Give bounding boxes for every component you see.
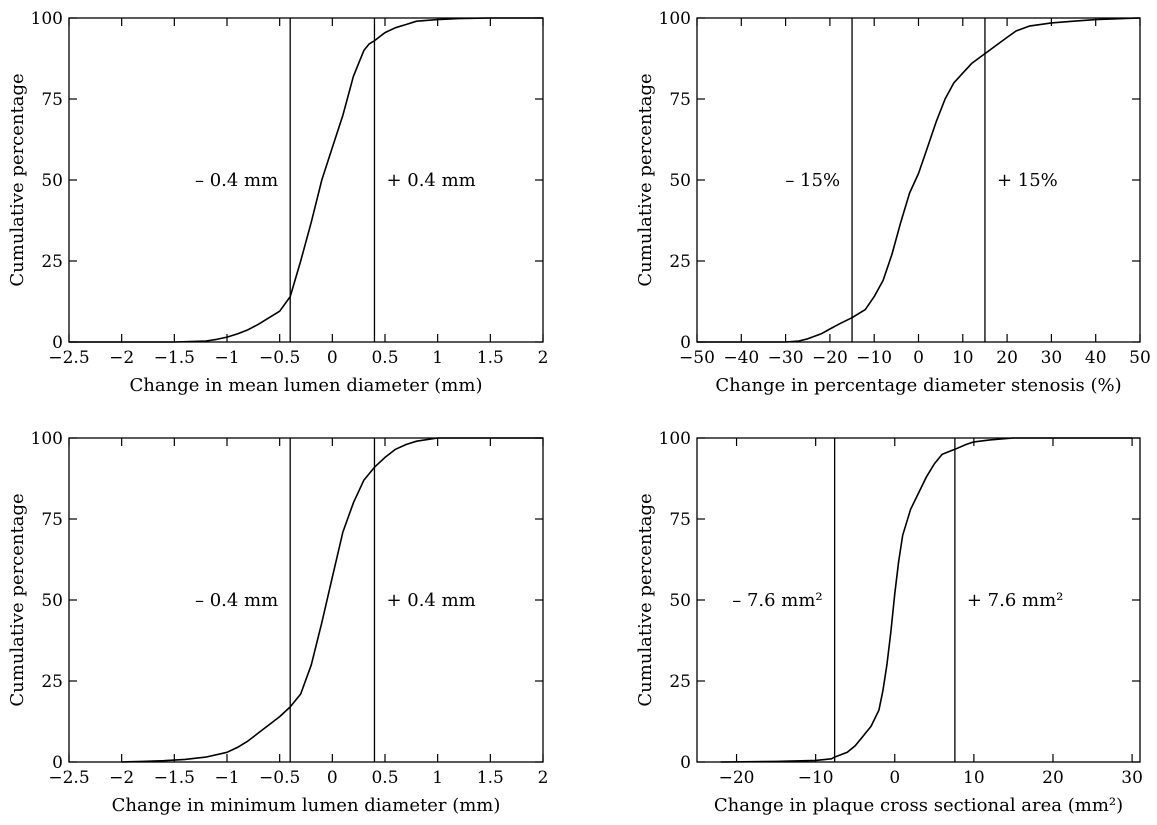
x-tick-label: −0.5 [259, 348, 300, 368]
x-tick-label: 1.5 [477, 348, 504, 368]
reference-line-label: – 15% [785, 170, 840, 191]
y-tick-label: 75 [41, 90, 63, 110]
y-tick-label: 0 [680, 753, 691, 773]
x-tick-label: 10 [963, 768, 985, 788]
x-tick-label: −2 [109, 768, 134, 788]
y-tick-label: 50 [669, 591, 691, 611]
x-tick-label: −0.5 [259, 768, 300, 788]
y-tick-label: 50 [41, 591, 63, 611]
y-axis-label: Cumulative percentage [7, 493, 28, 706]
x-axis-label: Change in plaque cross sectional area (m… [714, 795, 1123, 816]
x-tick-label: 0 [327, 768, 338, 788]
y-tick-label: 0 [680, 333, 691, 353]
x-tick-label: 40 [1085, 348, 1107, 368]
reference-line-label: – 0.4 mm [195, 590, 278, 611]
chart-panel-4: −20 −10 0 10 20 30 0 25 50 75 100 Change in plaque … [635, 429, 1143, 816]
y-tick-label: 25 [669, 672, 691, 692]
y-tick-label: 25 [41, 672, 63, 692]
x-tick-label: −1.5 [154, 768, 195, 788]
y-tick-label: 50 [669, 171, 691, 191]
y-tick-label: 25 [669, 252, 691, 272]
x-tick-label: 30 [1041, 348, 1063, 368]
cumulative-curve [121, 437, 543, 763]
x-tick-label: −40 [723, 348, 759, 368]
x-tick-label: 1 [432, 348, 443, 368]
x-tick-label: −1 [214, 348, 239, 368]
x-tick-label: 0 [889, 768, 900, 788]
x-tick-label: −1 [214, 768, 239, 788]
x-axis-label: Change in mean lumen diameter (mm) [130, 375, 483, 396]
x-tick-label: 20 [996, 348, 1018, 368]
x-tick-label: −50 [679, 348, 715, 368]
y-tick-label: 75 [41, 510, 63, 530]
y-tick-label: 25 [41, 252, 63, 272]
x-tick-label: 1.5 [477, 768, 504, 788]
cumulative-curve [697, 17, 1141, 343]
x-tick-label: −20 [719, 768, 755, 788]
x-tick-label: 0 [327, 348, 338, 368]
x-tick-label: 30 [1121, 768, 1143, 788]
x-axis-label: Change in percentage diameter stenosis (… [715, 375, 1121, 396]
y-tick-label: 100 [659, 429, 691, 449]
y-tick-label: 0 [52, 333, 63, 353]
reference-line-label: + 15% [997, 170, 1058, 191]
x-tick-label: 20 [1042, 768, 1064, 788]
x-tick-label: 10 [952, 348, 974, 368]
reference-line-label: + 0.4 mm [386, 590, 475, 611]
y-axis-label: Cumulative percentage [635, 73, 656, 286]
x-tick-label: 1 [432, 768, 443, 788]
x-tick-label: 0.5 [371, 348, 398, 368]
x-tick-label: −2.5 [48, 348, 89, 368]
x-tick-label: −2.5 [48, 768, 89, 788]
x-tick-label: 2 [538, 768, 549, 788]
x-tick-label: 0 [913, 348, 924, 368]
chart-panel-3: −2.5 −2 −1.5 −1 −0.5 0 0.5 1 1.5 2 0 25 50 75 100 Chang… [7, 429, 548, 816]
reference-line-label: – 0.4 mm [195, 170, 278, 191]
x-tick-label: −20 [812, 348, 848, 368]
y-tick-label: 50 [41, 171, 63, 191]
x-tick-label: −10 [856, 348, 892, 368]
reference-line-label: – 7.6 mm² [732, 590, 822, 611]
reference-line-label: + 7.6 mm² [967, 590, 1064, 611]
x-tick-label: −10 [798, 768, 834, 788]
x-tick-label: −1.5 [154, 348, 195, 368]
reference-line-label: + 0.4 mm [386, 170, 475, 191]
y-tick-label: 75 [669, 90, 691, 110]
y-axis-label: Cumulative percentage [7, 73, 28, 286]
x-tick-label: −2 [109, 348, 134, 368]
cumulative-curve [69, 17, 543, 343]
y-tick-label: 100 [31, 429, 63, 449]
plot-frame [696, 17, 1141, 343]
x-axis-label: Change in minimum lumen diameter (mm) [112, 795, 501, 816]
x-tick-label: 2 [538, 348, 549, 368]
chart-panel-1: −2.5 −2 −1.5 −1 −0.5 0 0.5 1 1.5 2 0 25 50 75 100 Chang… [7, 9, 548, 396]
y-tick-label: 100 [31, 9, 63, 29]
y-axis-label: Cumulative percentage [635, 493, 656, 706]
y-tick-label: 100 [659, 9, 691, 29]
chart-panel-2: −50 −40 −30 −20 −10 0 10 20 30 40 50 0 25 50 75 100 Chan… [635, 9, 1151, 396]
y-tick-label: 0 [52, 753, 63, 773]
x-tick-label: 0.5 [371, 768, 398, 788]
x-tick-label: 50 [1129, 348, 1151, 368]
cumulative-curve [720, 437, 1133, 763]
y-tick-label: 75 [669, 510, 691, 530]
x-tick-label: −30 [768, 348, 804, 368]
